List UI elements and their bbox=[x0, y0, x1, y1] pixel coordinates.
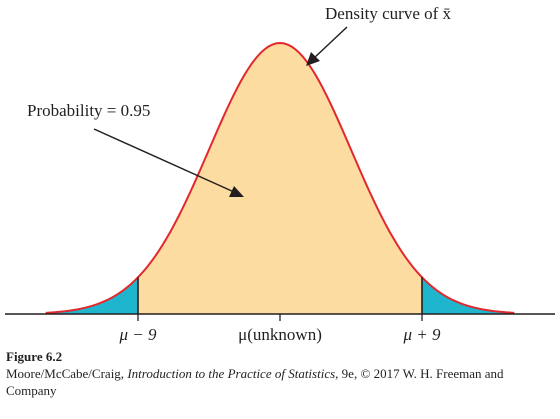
caption-authors: Moore/McCabe/Craig, bbox=[6, 366, 128, 381]
curve-annotation: Density curve of x̄ bbox=[325, 4, 452, 23]
curve-arrow-line bbox=[312, 26, 348, 60]
curve-arrow-head bbox=[306, 52, 320, 66]
probability-arrow-line bbox=[93, 128, 235, 193]
caption-book-title: Introduction to the Practice of Statisti… bbox=[127, 366, 336, 381]
probability-annotation: Probability = 0.95 bbox=[27, 101, 150, 120]
tail-area-right bbox=[422, 277, 515, 314]
tick-label-mu-plus-9: μ + 9 bbox=[402, 325, 441, 344]
tick-label-mu-minus-9: μ − 9 bbox=[118, 325, 157, 344]
density-chart: μ − 9 μ(unknown) μ + 9 Density curve of … bbox=[5, 4, 555, 344]
tail-area-left bbox=[45, 277, 139, 314]
caption-credit: Moore/McCabe/Craig, Introduction to the … bbox=[6, 365, 556, 399]
caption-title: Figure 6.2 bbox=[6, 349, 63, 364]
caption-edition: , 9e, © 2017 W. H. Freeman and Company bbox=[6, 366, 504, 398]
tick-label-mu-unknown: μ(unknown) bbox=[238, 325, 322, 344]
figure-caption: Figure 6.2 Moore/McCabe/Craig, Introduct… bbox=[6, 349, 556, 399]
probability-arrow-head bbox=[229, 186, 244, 197]
density-curve bbox=[45, 41, 515, 314]
probability-area-central bbox=[138, 43, 422, 314]
